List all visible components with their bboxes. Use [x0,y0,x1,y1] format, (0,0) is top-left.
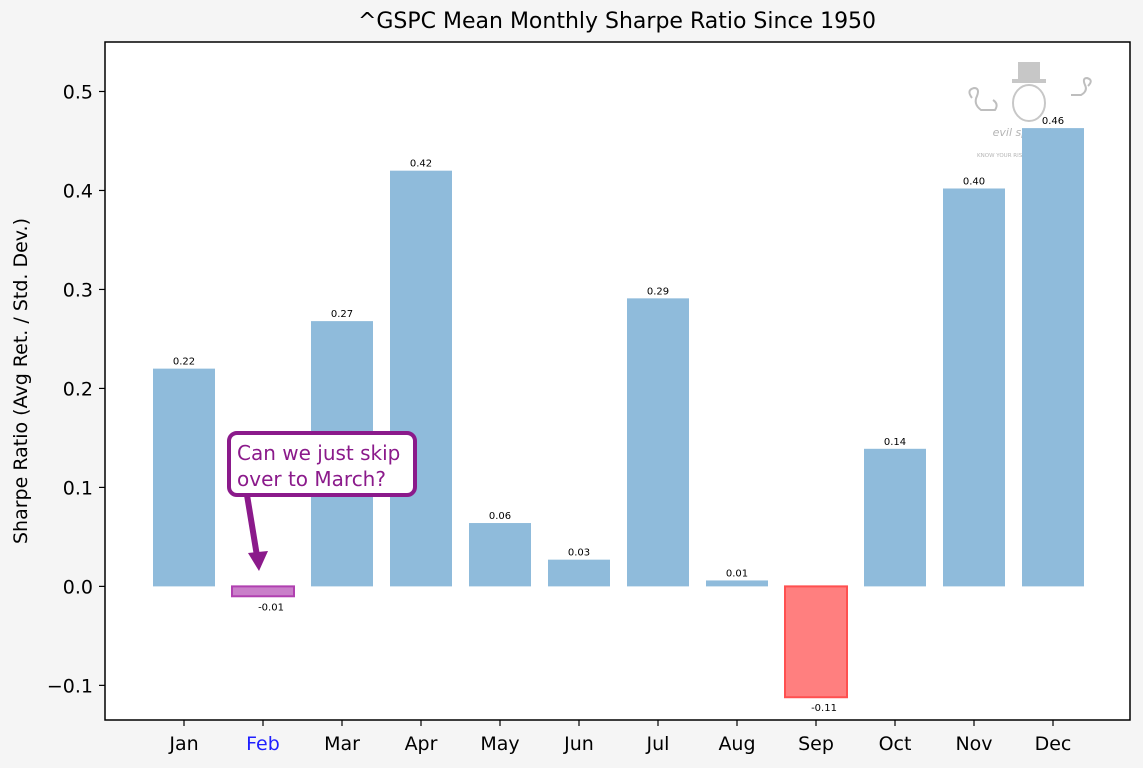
bars-group [153,128,1084,699]
bar-aug [706,580,768,587]
value-label-feb: -0.01 [258,602,284,613]
x-tick-label-aug: Aug [718,733,755,755]
value-label-jun: 0.03 [568,548,590,559]
value-label-dec: 0.46 [1042,116,1064,127]
top-hat-figure-icon [1012,62,1046,122]
plot-frame [104,41,1131,721]
annotation-line-1: Can we just skip [237,441,400,465]
annotation-line-2: over to March? [237,467,386,491]
x-axis-ticks: Jan Feb Mar Apr May Jun Jul Aug Sep Oct Nov Dec [168,720,1071,755]
bar-sep [784,585,848,699]
value-label-sep: -0.11 [811,703,837,714]
annotation-box [227,431,417,497]
y-tick-label: 0.3 [63,279,93,301]
annotation-arrow-shaft [244,494,260,557]
bar-feb [231,585,295,598]
value-label-mar: 0.27 [331,309,353,320]
x-tick-label-oct: Oct [879,733,912,755]
bar-apr [390,170,452,587]
y-tick-label: −0.1 [47,675,93,697]
x-tick-label-dec: Dec [1035,733,1072,755]
bar-jun [548,559,610,587]
x-tick-label-apr: Apr [405,733,438,755]
bar-oct [864,448,926,587]
y-tick-label: 0.2 [63,378,93,400]
y-tick-label: 0.1 [63,477,93,499]
bar-nov [943,188,1005,587]
value-label-jan: 0.22 [173,357,195,368]
x-tick-label-may: May [480,733,519,755]
value-label-nov: 0.40 [963,176,985,187]
bar-jan [153,368,215,587]
value-label-jul: 0.29 [647,286,669,297]
y-tick-label: 0.5 [63,81,93,103]
chart-title: ^GSPC Mean Monthly Sharpe Ratio Since 19… [358,9,876,34]
value-label-may: 0.06 [489,511,511,522]
x-tick-label-mar: Mar [324,733,360,755]
value-label-aug: 0.01 [726,568,748,579]
x-tick-label-sep: Sep [798,733,834,755]
x-tick-label-jul: Jul [646,733,670,755]
value-label-apr: 0.42 [410,159,432,170]
y-tick-label: 0.4 [63,180,93,202]
x-tick-label-jan: Jan [168,733,198,755]
bar-jul [627,298,689,587]
y-axis-label: Sharpe Ratio (Avg Ret. / Std. Dev.) [10,218,32,544]
value-label-oct: 0.14 [884,437,906,448]
value-labels-group: 0.22 -0.01 0.27 0.42 0.06 0.03 0.29 0.01 -0.11 0.… [173,116,1064,714]
y-tick-label: 0.0 [63,576,93,598]
swan-right-icon [1071,76,1092,96]
swan-left-icon [968,86,998,111]
x-tick-label-nov: Nov [955,733,992,755]
y-axis-ticks: −0.1 0.0 0.1 0.2 0.3 0.4 0.5 [47,81,105,697]
x-tick-label-feb: Feb [246,733,280,755]
annotation-callout: Can we just skip over to March? [227,431,417,571]
x-tick-label-jun: Jun [563,733,594,755]
bar-dec [1022,128,1084,587]
bar-may [469,523,531,587]
annotation-arrow-head [248,551,268,571]
